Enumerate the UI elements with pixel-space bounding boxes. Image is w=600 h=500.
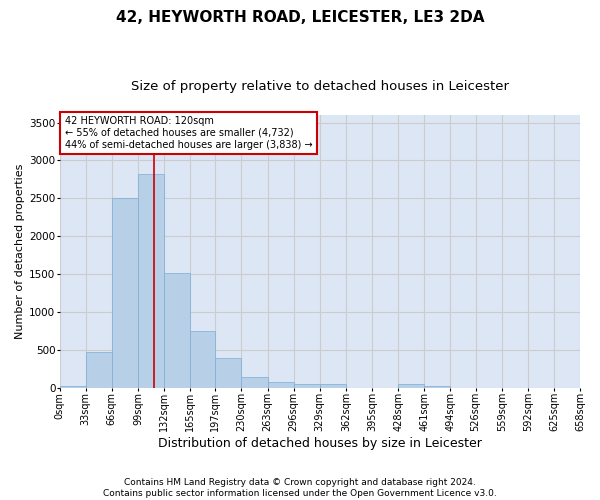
Bar bbox=[398, 384, 424, 388]
Bar bbox=[59, 386, 86, 388]
Bar bbox=[424, 386, 450, 388]
X-axis label: Distribution of detached houses by size in Leicester: Distribution of detached houses by size … bbox=[158, 437, 482, 450]
Y-axis label: Number of detached properties: Number of detached properties bbox=[15, 164, 25, 339]
Text: 42 HEYWORTH ROAD: 120sqm
← 55% of detached houses are smaller (4,732)
44% of sem: 42 HEYWORTH ROAD: 120sqm ← 55% of detach… bbox=[65, 116, 313, 150]
Bar bbox=[241, 377, 268, 388]
Bar bbox=[164, 272, 190, 388]
Bar bbox=[112, 198, 138, 388]
Bar bbox=[138, 174, 164, 388]
Bar bbox=[215, 358, 241, 388]
Bar bbox=[190, 331, 215, 388]
Bar bbox=[320, 384, 346, 388]
Bar bbox=[268, 382, 293, 388]
Bar bbox=[86, 352, 112, 388]
Text: Contains HM Land Registry data © Crown copyright and database right 2024.
Contai: Contains HM Land Registry data © Crown c… bbox=[103, 478, 497, 498]
Title: Size of property relative to detached houses in Leicester: Size of property relative to detached ho… bbox=[131, 80, 509, 93]
Text: 42, HEYWORTH ROAD, LEICESTER, LE3 2DA: 42, HEYWORTH ROAD, LEICESTER, LE3 2DA bbox=[116, 10, 484, 25]
Bar bbox=[293, 384, 320, 388]
